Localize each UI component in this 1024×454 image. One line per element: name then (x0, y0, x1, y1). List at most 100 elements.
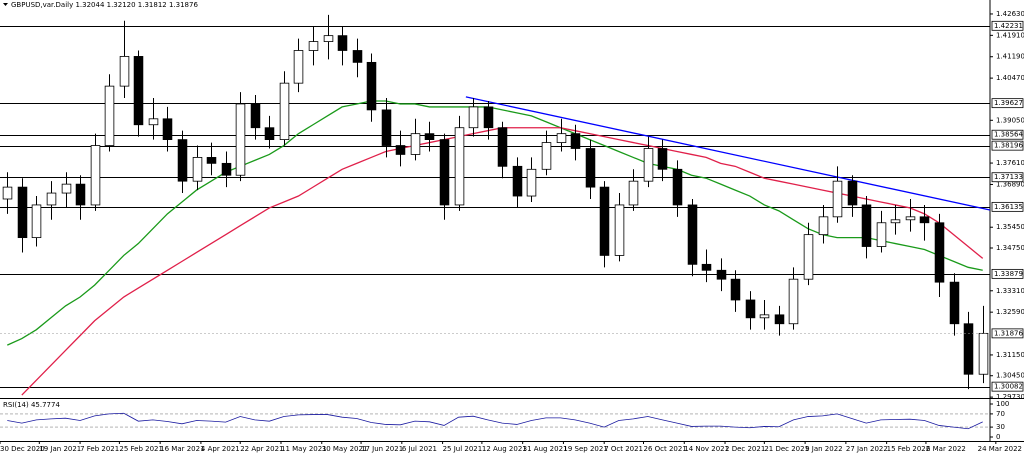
y-tick-label: 1.32590 (996, 308, 1024, 316)
candle-body (876, 222, 887, 247)
horizontal-line-label-box (991, 381, 1024, 392)
horizontal-line-label-box (991, 129, 1024, 140)
candle-body (206, 157, 217, 164)
candle-body (221, 162, 232, 176)
current-price-label-box (991, 328, 1024, 339)
candle-body (803, 234, 814, 280)
candle-body (672, 168, 683, 206)
candle-body (701, 263, 712, 271)
x-tick-label: 27 Jan 2022 (846, 445, 888, 453)
x-tick-label: 19 Sep 2021 (563, 445, 607, 453)
horizontal-line-label-box (991, 20, 1024, 31)
x-tick-label: 4 Apr 2021 (201, 445, 240, 453)
rsi-tick-label: 30 (996, 423, 1005, 431)
candle-body (963, 323, 974, 375)
x-tick-label: 7 Feb 2021 (80, 445, 119, 453)
candle-body (847, 180, 858, 206)
y-tick-label: 1.29730 (996, 393, 1024, 401)
y-tick-label: 1.33310 (996, 287, 1024, 295)
candle-body (890, 219, 901, 224)
candle-body (235, 103, 246, 176)
candle-body (628, 180, 639, 206)
horizontal-line-label: 1.42231 (994, 22, 1023, 30)
candle-body (526, 168, 537, 197)
horizontal-line-label-box (991, 140, 1024, 151)
horizontal-line-label: 1.37133 (994, 173, 1023, 181)
y-tick-label: 1.35450 (996, 223, 1024, 231)
y-tick-label: 1.31150 (996, 351, 1024, 359)
x-tick-label: 11 May 2021 (281, 445, 327, 453)
candle-body (497, 127, 508, 167)
candle-body (716, 269, 727, 280)
candle-body (512, 165, 523, 197)
candle-body (410, 133, 421, 155)
x-tick-label: 17 Jun 2021 (361, 445, 403, 453)
x-tick-label: 15 Feb 2022 (887, 445, 931, 453)
x-tick-label: 25 Feb 2021 (119, 445, 163, 453)
candle-body (949, 281, 960, 325)
candle-body (788, 278, 799, 325)
candle-body (861, 204, 872, 247)
candle-body (585, 148, 596, 188)
candle-body (323, 35, 334, 42)
horizontal-line-label: 1.33879 (994, 270, 1023, 278)
candle-body (133, 56, 144, 126)
candle-body (614, 204, 625, 256)
horizontal-line-label-box (991, 98, 1024, 109)
candle-body (31, 204, 42, 239)
x-tick-label: 25 Jul 2021 (443, 445, 483, 453)
candle-body (468, 106, 479, 129)
candle-body (279, 82, 290, 140)
candle-body (192, 157, 203, 182)
candle-body (759, 314, 770, 319)
rsi-tick-label: 0 (996, 433, 1000, 441)
horizontal-line-label-box (991, 268, 1024, 279)
candle-body (424, 133, 435, 140)
candle-body (264, 127, 275, 140)
horizontal-line-label: 1.38564 (994, 131, 1023, 139)
y-tick-label: 1.36890 (996, 180, 1024, 188)
x-tick-label: 30 Dec 2020 (0, 445, 45, 453)
candle-body (556, 133, 567, 143)
candle-body (119, 56, 130, 87)
horizontal-line-label: 1.38196 (994, 142, 1023, 150)
candle-body (17, 186, 28, 239)
horizontal-line-label-box (991, 201, 1024, 212)
candle-body (657, 148, 668, 170)
candle-body (308, 41, 319, 51)
candle-body (395, 145, 406, 155)
candle-body (250, 103, 261, 129)
candle-body (381, 109, 392, 146)
candle-body (774, 314, 785, 325)
candle-body (934, 222, 945, 283)
candle-body (46, 192, 57, 206)
x-tick-label: 16 Mar 2021 (160, 445, 204, 453)
chart-title: GBPUSD,var.Daily 1.32044 1.32120 1.31812… (11, 1, 198, 9)
candle-body (832, 180, 843, 218)
y-tick-label: 1.42630 (996, 10, 1024, 18)
candle-body (978, 332, 989, 375)
candle-body (905, 216, 916, 221)
rsi-title: RSI(14) 45.7774 (3, 401, 60, 409)
candle-body (337, 35, 348, 51)
candle-body (366, 61, 377, 111)
candle-body (483, 106, 494, 129)
candle-body (75, 183, 86, 206)
rsi-tick-label: 70 (996, 410, 1005, 418)
candle-body (818, 216, 829, 236)
y-tick-label: 1.41190 (996, 53, 1024, 61)
candle-body (2, 186, 13, 200)
rsi-line (7, 412, 983, 430)
candle-body (177, 139, 188, 182)
menu-arrow (3, 3, 8, 6)
candle-body (599, 186, 610, 256)
candle-body (687, 204, 698, 265)
x-tick-label: 22 Apr 2021 (240, 445, 283, 453)
y-tick-label: 1.34750 (996, 244, 1024, 252)
candle-body (745, 299, 756, 319)
candle-body (730, 278, 741, 301)
y-tick-label: 1.30450 (996, 372, 1024, 380)
candle-body (104, 85, 115, 146)
horizontal-line-label-box (991, 172, 1024, 183)
y-tick-label: 1.37610 (996, 159, 1024, 167)
